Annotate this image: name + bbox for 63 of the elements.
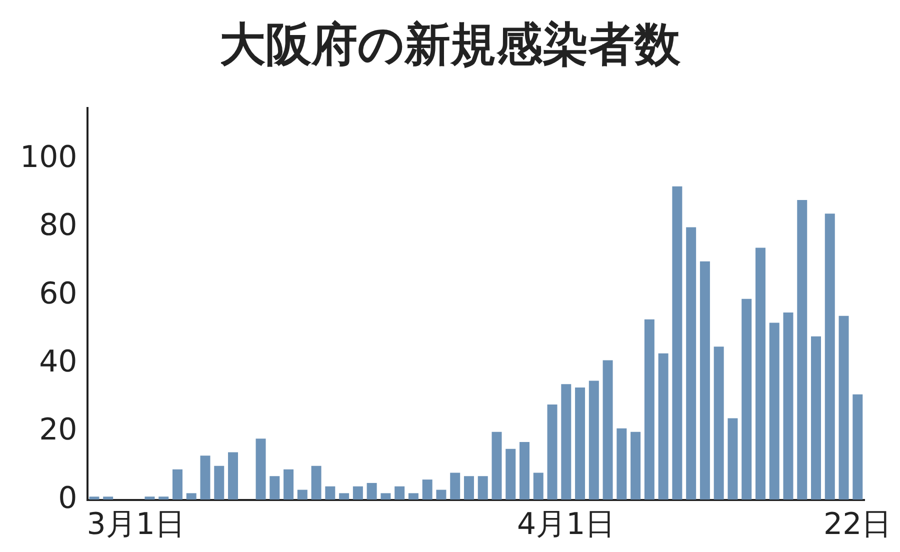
bar xyxy=(616,428,627,500)
bar xyxy=(588,380,599,500)
bar xyxy=(380,493,391,500)
x-tick-label: 22日 xyxy=(824,506,892,542)
x-tick-label: 3月1日 xyxy=(86,506,185,542)
y-tick-label: 60 xyxy=(39,276,78,312)
bar xyxy=(103,496,114,500)
bar xyxy=(783,312,794,500)
bar xyxy=(256,438,266,500)
bar xyxy=(769,322,780,500)
x-tick-label: 4月1日 xyxy=(517,506,616,542)
y-tick-label: 0 xyxy=(58,480,78,516)
bar xyxy=(755,248,766,500)
bar xyxy=(436,490,446,500)
bar xyxy=(797,200,808,500)
bar xyxy=(492,432,502,500)
bar xyxy=(672,186,682,500)
y-tick-label: 40 xyxy=(39,344,78,380)
bar xyxy=(394,486,405,500)
bar xyxy=(575,388,586,500)
bar xyxy=(644,319,654,500)
bar xyxy=(422,480,432,500)
bar xyxy=(700,261,710,500)
bar xyxy=(89,496,100,500)
y-tick-label: 20 xyxy=(39,412,78,448)
bar xyxy=(270,476,280,500)
bar xyxy=(714,346,724,500)
bar xyxy=(728,418,738,500)
bar xyxy=(824,214,835,500)
bar xyxy=(464,476,474,500)
bar xyxy=(325,486,336,500)
bar xyxy=(172,469,182,500)
bar xyxy=(450,472,460,500)
bar xyxy=(228,452,238,500)
bar xyxy=(506,448,516,500)
bar xyxy=(158,496,169,500)
bar xyxy=(852,394,863,500)
bar xyxy=(339,493,350,500)
bar xyxy=(686,227,696,500)
bar xyxy=(284,469,294,500)
bar xyxy=(186,493,196,500)
bar xyxy=(408,493,418,500)
bar xyxy=(602,360,613,500)
bar xyxy=(520,442,530,500)
bar xyxy=(630,432,641,500)
bar xyxy=(742,298,752,500)
bar xyxy=(838,316,849,500)
bar xyxy=(478,476,488,500)
bar xyxy=(311,466,322,500)
bar xyxy=(297,490,308,500)
bar xyxy=(547,404,558,500)
y-tick-label: 80 xyxy=(39,208,78,244)
bar xyxy=(811,336,821,500)
bar xyxy=(214,466,224,500)
bar xyxy=(561,384,572,500)
bar xyxy=(658,353,668,500)
bar xyxy=(533,472,544,500)
bar xyxy=(352,486,363,500)
y-tick-label: 100 xyxy=(20,140,78,175)
bar xyxy=(144,496,155,500)
bar xyxy=(366,482,377,500)
bar xyxy=(200,456,210,500)
chart-title: 大阪府の新規感染者数 xyxy=(218,16,682,73)
